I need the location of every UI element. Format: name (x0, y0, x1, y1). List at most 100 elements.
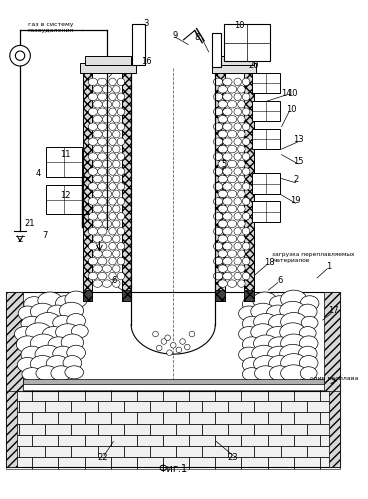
Ellipse shape (234, 228, 241, 235)
Ellipse shape (223, 243, 232, 250)
Ellipse shape (88, 213, 98, 220)
Ellipse shape (218, 235, 227, 243)
Bar (19, 401, 45, 413)
Ellipse shape (301, 316, 318, 329)
Ellipse shape (213, 78, 223, 86)
Ellipse shape (238, 347, 259, 362)
Ellipse shape (113, 100, 120, 108)
Ellipse shape (59, 302, 84, 319)
Ellipse shape (113, 145, 120, 153)
Bar (229, 446, 255, 457)
Ellipse shape (298, 304, 317, 319)
Ellipse shape (117, 243, 125, 250)
Ellipse shape (109, 153, 116, 160)
Bar (202, 446, 229, 457)
Bar (163, 435, 189, 446)
Bar (163, 413, 189, 424)
Ellipse shape (238, 130, 245, 138)
Ellipse shape (18, 306, 37, 321)
Ellipse shape (238, 175, 245, 183)
Ellipse shape (251, 303, 275, 320)
Ellipse shape (88, 93, 98, 100)
Ellipse shape (269, 314, 291, 331)
Bar (214, 56, 254, 65)
Bar (85, 435, 111, 446)
Ellipse shape (93, 86, 102, 93)
Ellipse shape (267, 326, 289, 341)
Ellipse shape (53, 315, 73, 330)
Ellipse shape (88, 243, 98, 250)
Ellipse shape (117, 93, 125, 100)
Ellipse shape (238, 100, 245, 108)
Ellipse shape (243, 108, 250, 115)
Ellipse shape (113, 205, 120, 213)
Bar (85, 413, 111, 424)
Bar (176, 424, 202, 435)
Bar (85, 390, 111, 401)
Ellipse shape (218, 100, 227, 108)
Bar (307, 424, 333, 435)
Ellipse shape (88, 272, 98, 280)
Text: 7: 7 (43, 232, 48, 241)
Bar (150, 401, 176, 413)
Ellipse shape (218, 250, 227, 257)
Ellipse shape (227, 235, 237, 243)
Bar (329, 390, 340, 467)
Ellipse shape (243, 337, 261, 352)
Ellipse shape (24, 297, 45, 311)
Ellipse shape (251, 324, 275, 340)
Text: 10: 10 (286, 105, 296, 114)
Ellipse shape (227, 250, 237, 257)
Bar (212, 63, 256, 72)
Bar (281, 401, 307, 413)
Ellipse shape (227, 145, 237, 153)
Ellipse shape (218, 175, 227, 183)
Ellipse shape (213, 123, 223, 130)
Ellipse shape (113, 265, 120, 272)
Ellipse shape (93, 205, 102, 213)
Ellipse shape (117, 108, 125, 115)
Ellipse shape (243, 198, 250, 205)
Ellipse shape (218, 190, 227, 198)
Ellipse shape (243, 123, 250, 130)
Ellipse shape (234, 138, 241, 145)
Ellipse shape (98, 272, 107, 280)
Bar (244, 290, 254, 301)
Ellipse shape (223, 272, 232, 280)
Text: слив расплава: слив расплава (309, 376, 358, 381)
Ellipse shape (117, 78, 125, 86)
Bar (59, 413, 85, 424)
Ellipse shape (42, 326, 65, 341)
Ellipse shape (213, 198, 223, 205)
Ellipse shape (109, 108, 116, 115)
Ellipse shape (238, 265, 245, 272)
Bar (252, 100, 280, 121)
Bar (215, 457, 241, 469)
Circle shape (189, 331, 195, 337)
Bar (294, 435, 320, 446)
Bar (333, 446, 340, 457)
Ellipse shape (213, 153, 223, 160)
Bar (320, 435, 340, 446)
Ellipse shape (93, 265, 102, 272)
Bar (189, 390, 215, 401)
Ellipse shape (93, 160, 102, 168)
Bar (252, 202, 280, 222)
Ellipse shape (30, 303, 54, 320)
Ellipse shape (243, 228, 250, 235)
Ellipse shape (281, 290, 307, 309)
Bar (32, 390, 59, 401)
Text: загрузка переплавляемых
материалов: загрузка переплавляемых материалов (272, 252, 355, 263)
Bar (333, 424, 340, 435)
Ellipse shape (254, 335, 278, 352)
Ellipse shape (213, 272, 223, 280)
Ellipse shape (117, 228, 125, 235)
Ellipse shape (113, 160, 120, 168)
Ellipse shape (223, 138, 232, 145)
Ellipse shape (109, 257, 116, 265)
Ellipse shape (109, 123, 116, 130)
Ellipse shape (117, 272, 125, 280)
Ellipse shape (234, 257, 241, 265)
Ellipse shape (243, 257, 250, 265)
Ellipse shape (117, 153, 125, 160)
